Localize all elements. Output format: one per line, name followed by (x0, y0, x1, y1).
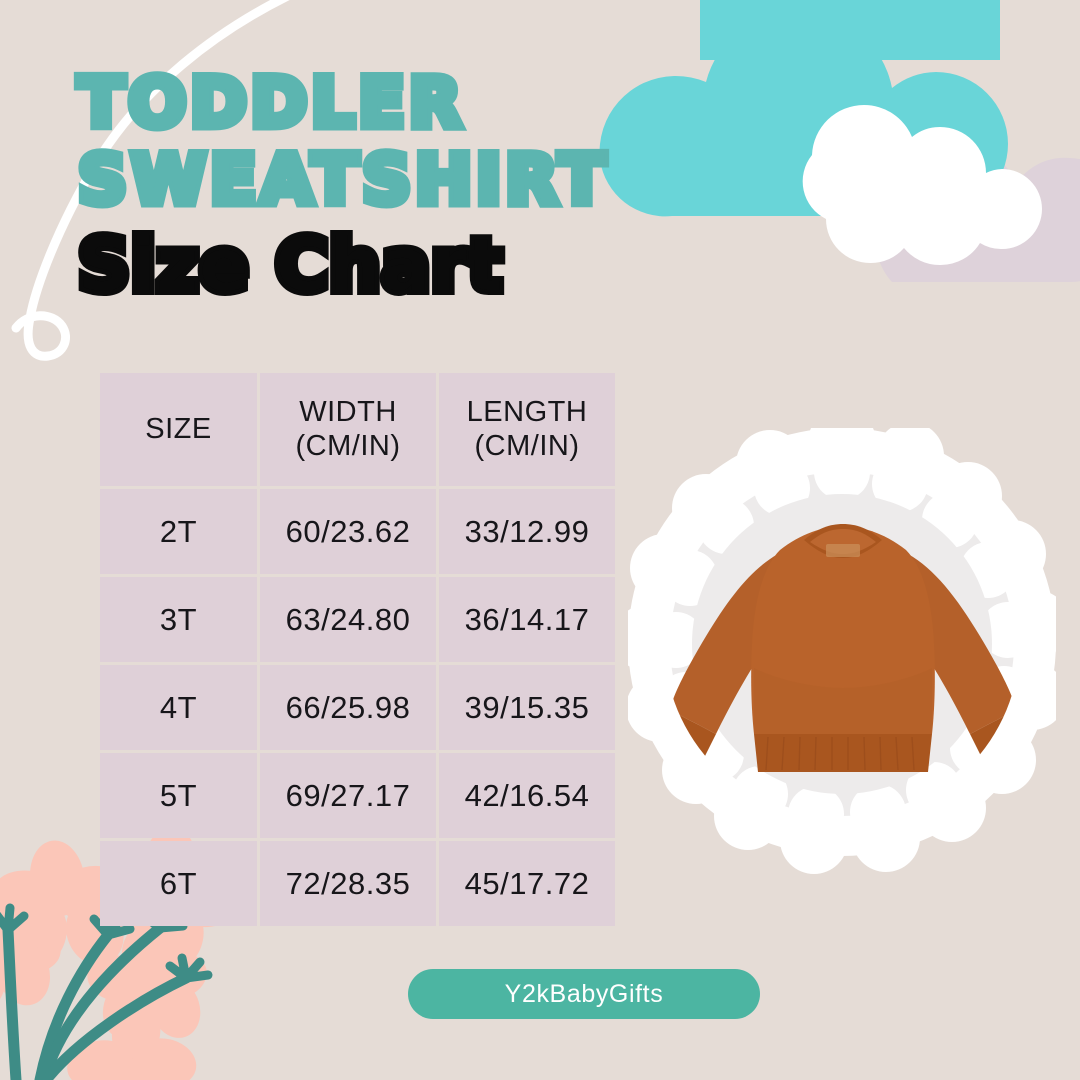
cell-width: 60/23.62 (260, 489, 436, 574)
cell-width: 69/27.17 (260, 753, 436, 838)
table-header-row: SIZE WIDTH (CM/IN) LENGTH (CM/IN) (100, 373, 615, 486)
cell-length: 39/15.35 (439, 665, 615, 750)
header-size-label: SIZE (145, 412, 212, 445)
cell-size: 3T (100, 577, 257, 662)
cloud-white-icon (802, 104, 1042, 266)
table-row: 3T 63/24.80 36/14.17 (100, 577, 615, 662)
cell-width: 72/28.35 (260, 841, 436, 926)
cell-width: 63/24.80 (260, 577, 436, 662)
size-chart-table: SIZE WIDTH (CM/IN) LENGTH (CM/IN) 2T 60/… (97, 370, 618, 929)
cell-length: 36/14.17 (439, 577, 615, 662)
cell-length: 45/17.72 (439, 841, 615, 926)
brand-badge: Y2kBabyGifts (408, 969, 760, 1019)
table-row: 4T 66/25.98 39/15.35 (100, 665, 615, 750)
title-line-2: Sweatshirt (74, 140, 610, 220)
header-cell-length: LENGTH (CM/IN) (439, 373, 615, 486)
title-line-1: Toddler (74, 64, 466, 143)
header-cell-size: SIZE (100, 373, 257, 486)
header-length-label: LENGTH (466, 396, 588, 429)
table-row: 6T 72/28.35 45/17.72 (100, 841, 615, 926)
cell-length: 33/12.99 (439, 489, 615, 574)
table-row: 2T 60/23.62 33/12.99 (100, 489, 615, 574)
cell-size: 4T (100, 665, 257, 750)
cell-size: 2T (100, 489, 257, 574)
header-length-unit: (CM/IN) (474, 429, 580, 462)
table-row: 5T 69/27.17 42/16.54 (100, 753, 615, 838)
product-photo-svg (614, 408, 1070, 874)
header-width-label: WIDTH (299, 396, 397, 429)
cell-width: 66/25.98 (260, 665, 436, 750)
page-title: Size Chart (73, 223, 507, 308)
cell-length: 42/16.54 (439, 753, 615, 838)
cell-size: 5T (100, 753, 257, 838)
header-cell-width: WIDTH (CM/IN) (260, 373, 436, 486)
header-width-unit: (CM/IN) (295, 429, 401, 462)
headline-block: Toddler Sweatshirt Size Chart (73, 64, 778, 308)
toddler-sweatshirt-icon (664, 524, 1020, 772)
brand-label: Y2kBabyGifts (504, 979, 664, 1008)
product-photo-frame (614, 408, 1070, 880)
cell-size: 6T (100, 841, 257, 926)
cloud-lavender-icon (875, 144, 1080, 282)
